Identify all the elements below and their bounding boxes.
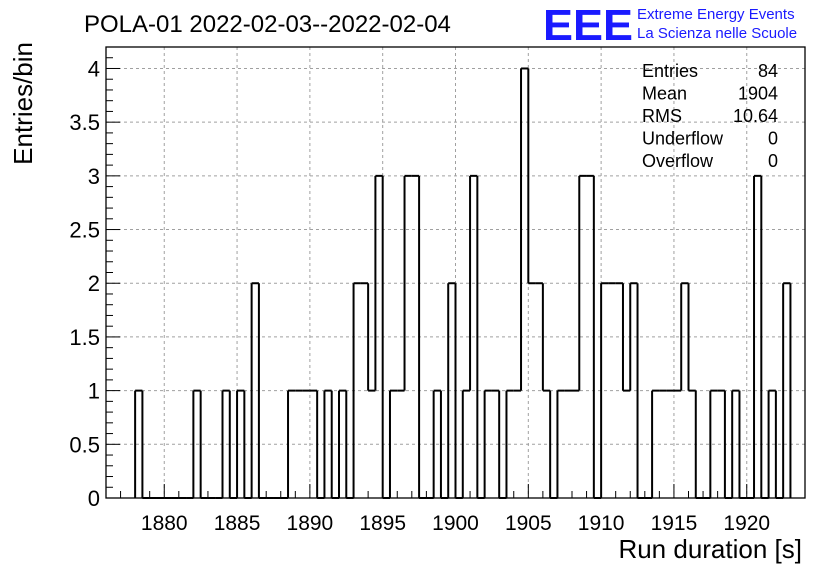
y-tick-label: 1.5 [69,325,100,350]
y-tick-label: 3 [88,164,100,189]
stat-label: RMS [642,106,682,126]
histogram-bin [236,389,245,498]
x-tick-label: 1910 [578,512,625,535]
histogram-bin [527,68,536,285]
x-tick-label: 1900 [432,512,479,535]
histogram-bin [782,282,791,498]
chart-title: POLA-01 2022-02-03--2022-02-04 [84,11,451,38]
histogram-bin [287,389,296,498]
axis-ticks [105,46,806,499]
histogram-bin [483,389,492,498]
stat-value: 84 [758,61,778,81]
x-tick-label: 1890 [287,512,334,535]
x-tick-label: 1885 [214,512,261,535]
histogram-bin [388,389,398,498]
histogram-bin [221,389,230,498]
histogram-bin [461,389,471,498]
y-tick-label: 0.5 [69,432,100,457]
histogram-bin [709,389,718,498]
histogram-bin [621,283,631,392]
y-tick-label: 0 [88,486,100,511]
histogram-bin [403,174,412,391]
x-tick-label: 1920 [723,512,770,535]
stat-label: Entries [642,61,698,81]
stat-value: 1904 [738,84,778,104]
histogram-bin [687,283,696,392]
x-tick-label: 1880 [141,512,188,535]
histogram-bin [578,174,587,391]
histogram-bin [505,389,514,498]
histogram-bin [374,174,383,391]
y-tick-label: 1 [88,379,100,404]
histogram-bin [680,282,689,391]
stats-box: Entries 84 Mean 1904 RMS 10.64 Underflow 0 Overf… [642,61,778,171]
histogram-bin [432,389,441,498]
histogram-bin [352,282,361,498]
y-tick-label: 2.5 [69,218,100,243]
histogram-bin [134,389,143,498]
eee-logo: EEE Extreme Energy Events La Scienza nel… [543,1,797,50]
y-tick-label: 2 [88,271,100,296]
eee-logo-mark: EEE [543,1,633,50]
histogram-bin [469,174,478,391]
histogram-series [134,67,792,499]
histogram-bin [338,389,347,498]
stat-label: Overflow [642,151,714,171]
x-tick-label: 1905 [505,512,552,535]
stat-label: Mean [642,84,687,104]
x-axis-label: Run duration [s] [618,534,802,564]
histogram-bin [556,389,565,498]
y-tick-label: 3.5 [69,110,100,135]
histogram-bin [541,283,551,392]
histogram-bin [520,67,529,391]
histogram-bin [731,389,740,498]
stat-value: 0 [768,151,778,171]
histogram-bin [367,283,376,392]
histogram-bin [323,389,332,498]
histogram-bin [651,389,660,498]
x-tick-label: 1895 [359,512,406,535]
stat-label: Underflow [642,129,724,149]
histogram-bin [192,389,201,498]
histogram-bin [447,282,456,498]
y-tick-label: 4 [88,56,100,81]
histogram-bin [250,282,259,498]
histogram-bin [629,282,638,391]
histogram-bin [753,174,762,498]
histogram-bin [767,389,776,498]
histogram-bin [600,282,609,498]
logo-line-1: Extreme Energy Events [637,6,795,23]
stat-value: 0 [768,129,778,149]
tick-labels: 1880 1885 1890 1895 1900 1905 1910 1915 1920 0 0.5… [69,56,770,535]
logo-line-2: La Scienza nelle Scuole [637,25,797,42]
x-tick-label: 1915 [651,512,698,535]
y-axis-label: Entries/bin [8,42,38,165]
stat-value: 10.64 [733,106,778,126]
